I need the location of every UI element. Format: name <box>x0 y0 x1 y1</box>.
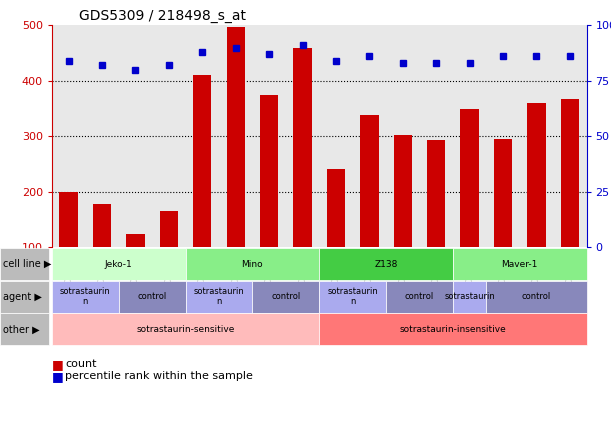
Bar <box>494 139 512 247</box>
Bar <box>293 48 312 247</box>
Text: control: control <box>137 292 167 301</box>
Text: ■: ■ <box>52 370 64 382</box>
Text: agent ▶: agent ▶ <box>3 292 42 302</box>
Text: Jeko-1: Jeko-1 <box>105 260 133 269</box>
Text: Z138: Z138 <box>375 260 398 269</box>
Text: other ▶: other ▶ <box>3 324 40 334</box>
Bar <box>93 204 111 247</box>
Bar <box>427 140 445 247</box>
Text: control: control <box>522 292 551 301</box>
Text: sotrastaurin
n: sotrastaurin n <box>60 287 111 306</box>
Text: Maver-1: Maver-1 <box>502 260 538 269</box>
Text: count: count <box>65 359 97 369</box>
Text: ■: ■ <box>52 358 64 371</box>
Bar <box>327 169 345 247</box>
Text: sotrastaurin
n: sotrastaurin n <box>327 287 378 306</box>
Text: sotrastaurin-sensitive: sotrastaurin-sensitive <box>136 325 235 334</box>
Text: GDS5309 / 218498_s_at: GDS5309 / 218498_s_at <box>79 9 246 23</box>
Bar <box>193 75 211 247</box>
Text: sotrastaurin
n: sotrastaurin n <box>194 287 244 306</box>
Bar <box>360 115 379 247</box>
Bar <box>59 192 78 247</box>
Bar <box>126 233 145 247</box>
Bar <box>527 103 546 247</box>
Bar <box>227 27 245 247</box>
Text: sotrastaurin: sotrastaurin <box>444 292 495 301</box>
Bar <box>159 212 178 247</box>
Bar <box>461 109 479 247</box>
Bar <box>393 135 412 247</box>
Text: sotrastaurin-insensitive: sotrastaurin-insensitive <box>400 325 507 334</box>
Text: cell line ▶: cell line ▶ <box>3 259 51 269</box>
Bar <box>260 95 279 247</box>
Text: Mino: Mino <box>241 260 263 269</box>
Text: percentile rank within the sample: percentile rank within the sample <box>65 371 253 381</box>
Text: control: control <box>271 292 301 301</box>
Text: control: control <box>405 292 434 301</box>
Bar <box>561 99 579 247</box>
